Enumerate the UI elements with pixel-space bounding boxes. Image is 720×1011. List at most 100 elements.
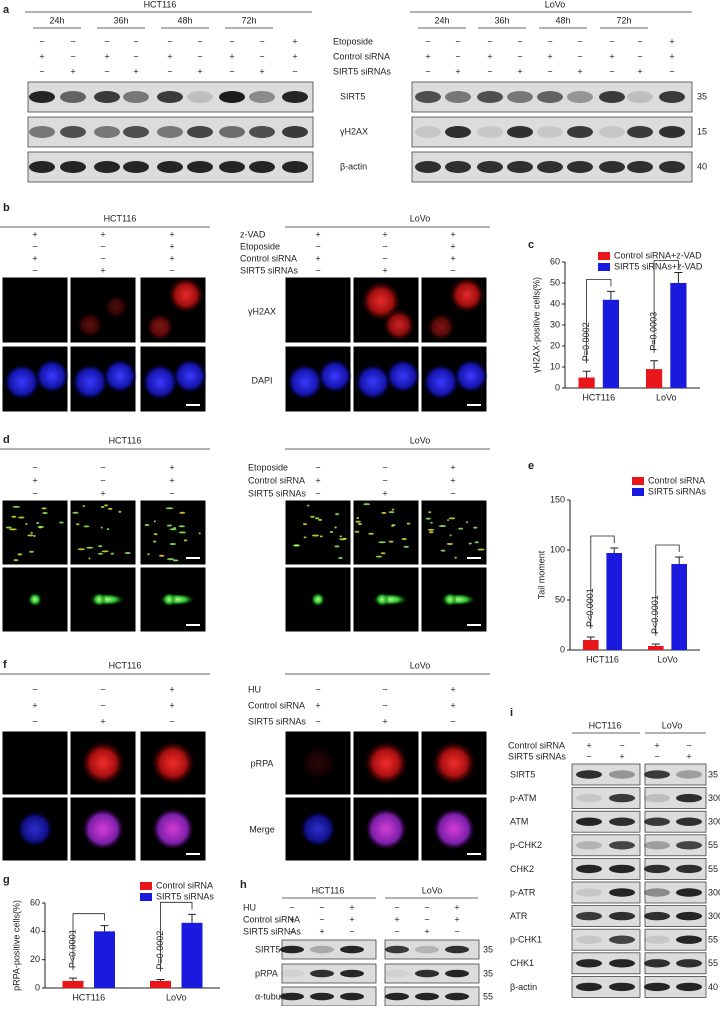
- sign: −: [547, 36, 552, 46]
- comet-speck: [440, 549, 446, 552]
- band: [187, 161, 213, 173]
- band: [676, 864, 702, 874]
- micrograph: [284, 276, 352, 344]
- protein-label: SIRT5: [340, 91, 365, 101]
- sign: +: [39, 51, 44, 61]
- timepoint: 48h: [177, 15, 192, 25]
- comet-speck: [306, 504, 310, 507]
- comet-speck: [378, 541, 386, 544]
- comet-speck: [357, 523, 362, 526]
- sign: +: [32, 700, 37, 710]
- band: [567, 91, 593, 103]
- sign: +: [259, 66, 264, 76]
- micrograph-bg: [1, 730, 69, 796]
- y-tick-label: 20: [550, 340, 560, 350]
- sign: +: [450, 229, 455, 239]
- panel-label: h: [240, 879, 247, 891]
- nucleus: [454, 359, 488, 393]
- micrograph: [139, 730, 207, 796]
- sign: +: [104, 51, 109, 61]
- comet-speck: [183, 539, 188, 542]
- nucleus: [173, 359, 207, 393]
- timepoint: 36h: [113, 15, 128, 25]
- comet-speck: [76, 523, 80, 526]
- sign: −: [450, 716, 455, 726]
- sign: −: [315, 716, 320, 726]
- comet-speck: [17, 553, 23, 556]
- legend-swatch: [140, 893, 152, 901]
- comet-speck: [153, 533, 158, 536]
- comet-speck: [107, 507, 113, 510]
- band: [187, 126, 213, 138]
- nucleus: [311, 592, 325, 607]
- legend-swatch: [632, 488, 644, 496]
- sign: +: [454, 914, 459, 924]
- condition-label: SIRT5 siRNAs: [243, 926, 301, 936]
- band: [445, 91, 471, 103]
- y-tick-label: 50: [555, 594, 565, 604]
- group-header: LoVo: [410, 213, 431, 223]
- sign: +: [169, 462, 174, 472]
- comet-speck: [425, 517, 431, 520]
- nucleus: [146, 313, 174, 341]
- significance-bracket: [586, 279, 612, 364]
- band: [385, 945, 409, 954]
- y-tick-label: 20: [30, 954, 40, 964]
- sign: +: [100, 229, 105, 239]
- comet-speck: [11, 515, 17, 518]
- legend-label: Control siRNA+z-VAD: [614, 250, 702, 260]
- y-tick-label: 0: [35, 982, 40, 992]
- x-tick-label: LoVo: [166, 992, 187, 1002]
- sign: −: [382, 253, 387, 263]
- protein-label: β-actin: [510, 982, 537, 992]
- band: [445, 969, 469, 978]
- comet-speck: [314, 517, 320, 520]
- p-value: P<0.0001: [650, 595, 660, 634]
- band: [576, 864, 602, 874]
- sign: +: [382, 265, 387, 275]
- band: [609, 911, 635, 921]
- comet-speck: [391, 508, 395, 511]
- sign: −: [289, 902, 294, 912]
- nucleus: [103, 359, 137, 393]
- comet-speck: [169, 528, 177, 531]
- sign: +: [100, 265, 105, 275]
- comet-speck: [124, 552, 131, 555]
- sign: +: [315, 229, 320, 239]
- comet-speck: [294, 544, 300, 547]
- band: [576, 793, 602, 803]
- comet-speck: [401, 538, 407, 541]
- protein-label: p-ATM: [510, 793, 536, 803]
- nucleus: [375, 592, 389, 607]
- sign: −: [394, 926, 399, 936]
- band: [609, 841, 635, 850]
- band: [507, 126, 533, 138]
- band: [576, 770, 602, 779]
- comet-speck: [342, 537, 347, 540]
- error-bar: [69, 977, 77, 981]
- comet-speck: [98, 545, 103, 548]
- blot-strip: [571, 763, 641, 786]
- band: [609, 864, 635, 874]
- bar: [670, 283, 687, 388]
- band: [676, 911, 702, 921]
- comet-speck: [25, 522, 28, 525]
- nucleus: [162, 592, 176, 607]
- condition-label: Control siRNA: [240, 253, 297, 263]
- condition-label: Control siRNA: [508, 740, 565, 750]
- band: [249, 91, 275, 103]
- nucleus: [287, 364, 323, 400]
- band: [415, 945, 439, 954]
- sign: +: [70, 66, 75, 76]
- sign: +: [487, 51, 492, 61]
- micrograph: [352, 566, 420, 633]
- nucleus: [142, 364, 178, 400]
- sign: +: [382, 716, 387, 726]
- comet-speck: [388, 511, 395, 514]
- significance-bracket: [590, 535, 615, 629]
- micrograph: [284, 730, 352, 796]
- x-tick-label: HCT116: [586, 654, 619, 664]
- mw-label: 300: [708, 817, 720, 827]
- sign: −: [100, 475, 105, 485]
